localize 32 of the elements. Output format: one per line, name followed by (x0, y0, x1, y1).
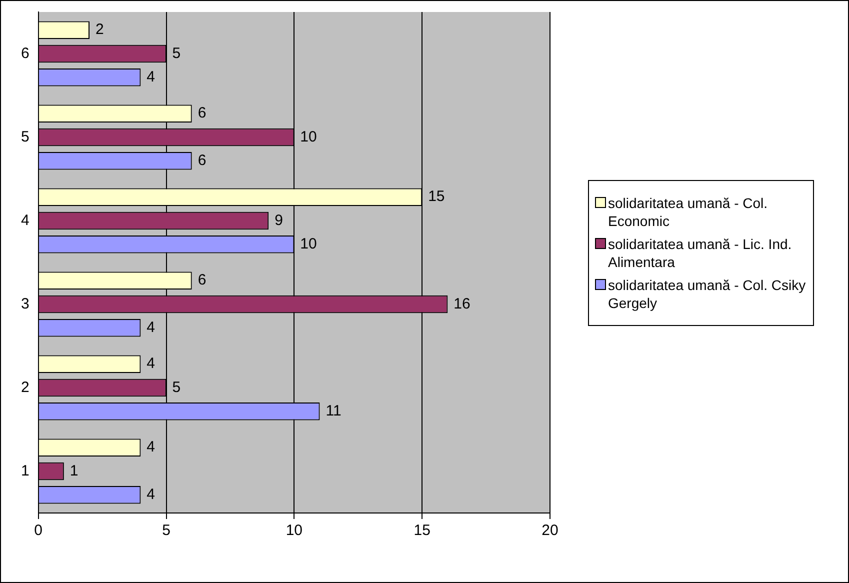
data-label: 1 (70, 462, 78, 480)
x-tick-label: 0 (34, 522, 43, 540)
y-tick-label: 3 (21, 295, 30, 312)
y-tick-label: 6 (21, 44, 30, 62)
data-label: 10 (300, 236, 317, 253)
data-label: 11 (326, 402, 342, 420)
data-label: 10 (300, 128, 317, 146)
data-label: 4 (146, 486, 156, 504)
x-tick-label: 5 (162, 522, 170, 540)
data-label: 2 (96, 21, 104, 38)
data-label: 15 (428, 188, 445, 206)
data-label: 9 (274, 212, 283, 229)
y-tick-label: 2 (21, 378, 30, 396)
data-label: 4 (146, 438, 156, 456)
data-label: 6 (198, 272, 206, 289)
data-label: 4 (146, 319, 156, 336)
x-tick-label: 20 (542, 522, 558, 540)
legend-label: solidaritatea umană - Col. Economic (608, 194, 769, 230)
y-tick-label: 4 (21, 212, 30, 229)
x-tick-label: 15 (414, 522, 430, 540)
y-tick-label: 1 (21, 462, 30, 480)
y-tick-label: 5 (21, 128, 30, 146)
x-tick-label: 10 (286, 522, 303, 540)
legend-label: solidaritatea umană - Col. Csiky Gergely (608, 276, 807, 312)
data-label: 4 (146, 355, 156, 372)
data-label: 6 (198, 104, 206, 122)
data-label: 6 (198, 152, 206, 170)
data-label: 5 (172, 44, 181, 62)
legend-label: solidaritatea umană - Lic. Ind. Alimentara (608, 235, 793, 271)
data-label: 5 (172, 378, 181, 396)
data-label: 4 (146, 68, 156, 86)
data-label: 16 (454, 295, 470, 312)
